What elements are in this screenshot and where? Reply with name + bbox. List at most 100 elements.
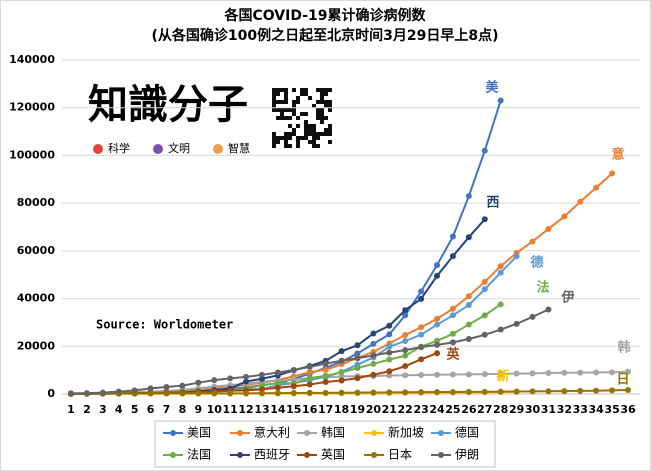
x-tick-label: 4	[115, 403, 123, 416]
point	[258, 382, 265, 389]
point	[386, 322, 393, 329]
qr-cell	[280, 100, 284, 104]
legend-marker	[237, 430, 243, 436]
point	[354, 350, 361, 357]
x-tick-label: 35	[604, 403, 619, 416]
qr-cell	[276, 100, 280, 104]
logo-dot	[153, 144, 163, 154]
point	[609, 387, 616, 394]
point	[561, 388, 568, 395]
point	[481, 388, 488, 395]
qr-cell	[276, 116, 280, 120]
x-tick-label: 21	[382, 403, 397, 416]
point	[497, 388, 504, 395]
point	[354, 355, 361, 362]
qr-cell	[288, 124, 292, 128]
qr-cell	[288, 144, 292, 148]
x-tick-label: 3	[99, 403, 107, 416]
qr-cell	[316, 88, 320, 92]
qr-cell	[320, 112, 324, 116]
qr-cell	[280, 112, 284, 116]
point	[434, 262, 441, 269]
qr-cell	[324, 128, 328, 132]
qr-cell	[320, 92, 324, 96]
legend-box	[154, 420, 496, 468]
series-annotation: 日	[616, 373, 629, 388]
point	[99, 389, 106, 396]
point	[179, 390, 186, 397]
qr-cell	[284, 100, 288, 104]
x-tick-label: 25	[445, 403, 460, 416]
point	[465, 321, 472, 328]
point	[497, 97, 504, 104]
point	[609, 369, 616, 376]
point	[593, 184, 600, 191]
logo-tag: 科学	[108, 141, 130, 155]
point	[593, 387, 600, 394]
qr-cell	[300, 92, 304, 96]
point	[163, 390, 170, 397]
x-tick-label: 20	[366, 403, 382, 416]
legend-marker	[371, 452, 377, 458]
point	[306, 381, 313, 388]
qr-cell	[292, 100, 296, 104]
qr-cell	[328, 104, 332, 108]
point	[481, 286, 488, 293]
x-tick-label: 26	[461, 403, 477, 416]
legend-label: 德国	[455, 425, 479, 440]
qr-cell	[280, 116, 284, 120]
x-tick-label: 6	[147, 403, 155, 416]
point	[434, 272, 441, 279]
qr-cell	[284, 96, 288, 100]
qr-cell	[276, 92, 280, 96]
qr-cell	[272, 104, 276, 108]
point	[290, 390, 297, 397]
point	[481, 331, 488, 338]
qr-cell	[280, 108, 284, 112]
qr-cell	[300, 112, 304, 116]
point	[449, 389, 456, 396]
y-tick-label: 140000	[9, 53, 55, 66]
point	[434, 371, 441, 378]
qr-cell	[288, 132, 292, 136]
point	[306, 369, 313, 376]
legend-marker	[304, 452, 310, 458]
legend-marker	[304, 430, 310, 436]
point	[386, 331, 393, 338]
x-tick-label: 10	[207, 403, 223, 416]
legend-marker	[170, 430, 176, 436]
point	[593, 369, 600, 376]
point	[561, 369, 568, 376]
point	[211, 377, 218, 384]
qr-cell	[272, 108, 276, 112]
point	[609, 170, 616, 177]
point	[338, 389, 345, 396]
legend-marker	[170, 452, 176, 458]
point	[274, 380, 281, 387]
y-tick-label: 0	[47, 387, 55, 400]
x-tick-label: 23	[413, 403, 428, 416]
legend-label: 美国	[187, 426, 211, 440]
point	[545, 225, 552, 232]
qr-cell	[316, 116, 320, 120]
series-annotation: 德	[530, 255, 543, 271]
point	[227, 375, 234, 382]
qr-cell	[320, 100, 324, 104]
x-tick-label: 32	[557, 403, 572, 416]
point	[322, 360, 329, 367]
legend-marker	[438, 430, 444, 436]
point	[354, 389, 361, 396]
y-tick-label: 20000	[17, 339, 56, 352]
point	[227, 390, 234, 397]
qr-cell	[272, 92, 276, 96]
point	[513, 388, 520, 395]
x-tick-label: 19	[350, 403, 365, 416]
x-tick-label: 29	[509, 403, 524, 416]
x-tick-label: 12	[238, 403, 253, 416]
x-tick-label: 24	[429, 403, 445, 416]
qr-cell	[272, 140, 276, 144]
legend-marker	[237, 452, 243, 458]
legend-label: 西班牙	[254, 448, 290, 462]
qr-cell	[284, 144, 288, 148]
x-tick-label: 34	[589, 403, 605, 416]
